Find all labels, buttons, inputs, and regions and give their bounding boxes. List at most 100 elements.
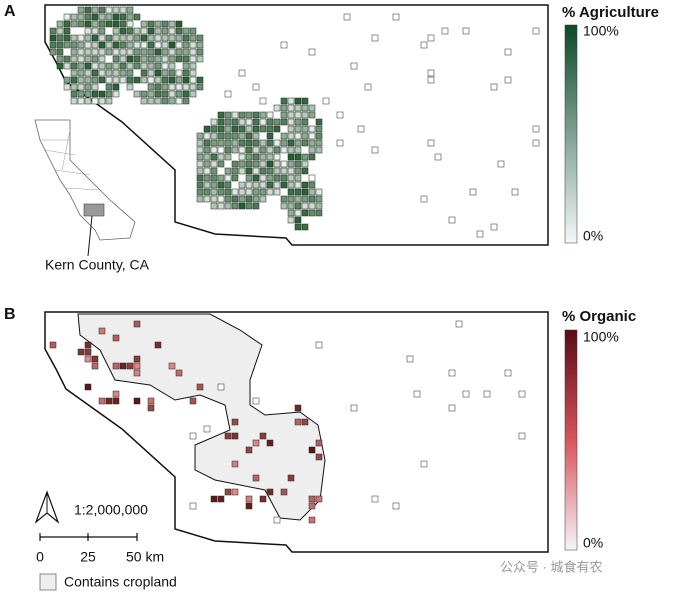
grid-cell xyxy=(112,34,120,42)
grid-cell xyxy=(301,118,309,126)
grid-cell xyxy=(182,69,190,77)
grid-cell xyxy=(189,76,197,84)
grid-cell xyxy=(196,55,204,63)
grid-cell xyxy=(147,404,155,412)
grid-cell xyxy=(126,76,134,84)
grid-cell xyxy=(154,62,162,70)
grid-cell xyxy=(196,383,204,391)
grid-cell xyxy=(91,97,99,105)
grid-cell xyxy=(98,76,106,84)
grid-cell xyxy=(112,390,120,398)
grid-cell xyxy=(217,139,225,147)
grid-cell xyxy=(161,20,169,28)
grid-cell xyxy=(231,202,239,210)
grid-cell xyxy=(315,439,323,447)
grid-cell xyxy=(497,160,505,168)
watermark: 公众号 · 城食有农 xyxy=(500,559,603,574)
grid-cell xyxy=(245,160,253,168)
grid-cell xyxy=(224,146,232,154)
grid-cell xyxy=(112,20,120,28)
grid-cell xyxy=(315,146,323,154)
grid-cell xyxy=(168,62,176,70)
grid-cell xyxy=(70,62,78,70)
grid-cell xyxy=(238,111,246,119)
grid-cell xyxy=(154,41,162,49)
grid-cell xyxy=(308,111,316,119)
grid-cell xyxy=(133,90,141,98)
grid-cell xyxy=(84,34,92,42)
grid-cell xyxy=(189,502,197,510)
grid-cell xyxy=(252,439,260,447)
grid-cell xyxy=(308,202,316,210)
grid-cell xyxy=(287,209,295,217)
grid-cell xyxy=(77,48,85,56)
grid-cell xyxy=(196,34,204,42)
grid-cell xyxy=(112,48,120,56)
grid-cell xyxy=(84,55,92,63)
grid-cell xyxy=(70,76,78,84)
scale-ratio: 1:2,000,000 xyxy=(74,502,148,518)
grid-cell xyxy=(168,48,176,56)
grid-cell xyxy=(343,13,351,21)
grid-cell xyxy=(238,132,246,140)
grid-cell xyxy=(280,132,288,140)
grid-cell xyxy=(119,27,127,35)
grid-cell xyxy=(434,153,442,161)
grid-cell xyxy=(273,146,281,154)
grid-cell xyxy=(126,13,134,21)
grid-cell xyxy=(203,167,211,175)
grid-cell xyxy=(140,20,148,28)
grid-cell xyxy=(252,397,260,405)
grid-cell xyxy=(266,167,274,175)
grid-cell xyxy=(196,195,204,203)
grid-cell xyxy=(259,125,267,133)
grid-cell xyxy=(189,34,197,42)
grid-cell xyxy=(98,34,106,42)
grid-cell xyxy=(119,55,127,63)
grid-cell xyxy=(133,320,141,328)
grid-cell xyxy=(112,362,120,370)
grid-cell xyxy=(105,90,113,98)
grid-cell xyxy=(196,41,204,49)
grid-cell xyxy=(84,97,92,105)
grid-cell xyxy=(119,62,127,70)
grid-cell xyxy=(77,41,85,49)
grid-cell xyxy=(63,62,71,70)
grid-cell xyxy=(231,160,239,168)
grid-cell xyxy=(119,362,127,370)
grid-cell xyxy=(238,118,246,126)
grid-cell xyxy=(238,181,246,189)
grid-cell xyxy=(105,69,113,77)
grid-cell xyxy=(245,446,253,454)
grid-cell xyxy=(315,125,323,133)
grid-cell xyxy=(91,27,99,35)
grid-cell xyxy=(56,48,64,56)
grid-cell xyxy=(224,90,232,98)
grid-cell xyxy=(301,209,309,217)
grid-cell xyxy=(70,90,78,98)
grid-cell xyxy=(259,97,267,105)
grid-cell xyxy=(427,76,435,84)
grid-cell xyxy=(427,139,435,147)
grid-cell xyxy=(196,48,204,56)
grid-cell xyxy=(203,160,211,168)
grid-cell xyxy=(287,195,295,203)
grid-cell xyxy=(84,41,92,49)
grid-cell xyxy=(189,397,197,405)
grid-cell xyxy=(238,160,246,168)
grid-cell xyxy=(70,20,78,28)
grid-cell xyxy=(266,132,274,140)
grid-cell xyxy=(280,139,288,147)
grid-cell xyxy=(231,146,239,154)
grid-cell xyxy=(182,62,190,70)
grid-cell xyxy=(105,97,113,105)
grid-cell xyxy=(210,495,218,503)
grid-cell xyxy=(105,34,113,42)
grid-cell xyxy=(147,20,155,28)
grid-cell xyxy=(392,502,400,510)
grid-cell xyxy=(231,195,239,203)
grid-cell xyxy=(133,48,141,56)
grid-cell xyxy=(63,34,71,42)
grid-cell xyxy=(147,55,155,63)
colorbar xyxy=(564,329,578,551)
